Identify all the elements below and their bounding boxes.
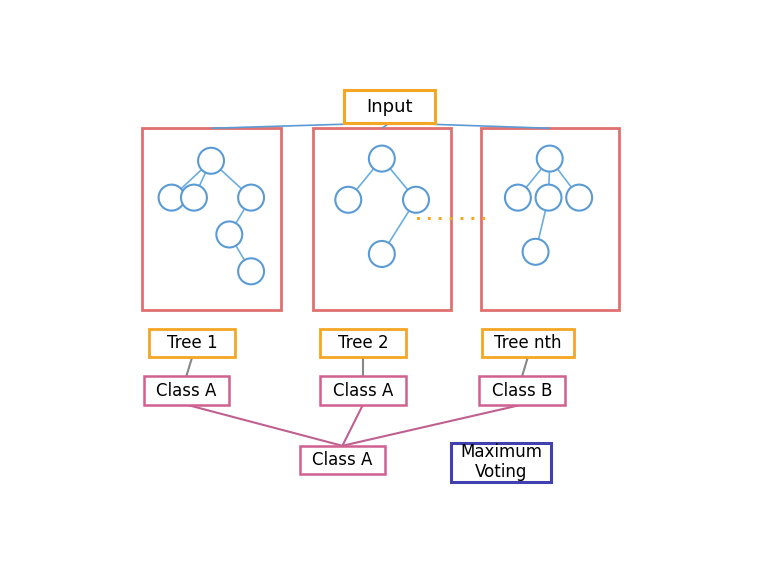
FancyBboxPatch shape <box>480 377 565 405</box>
Ellipse shape <box>181 185 207 211</box>
Text: Maximum
Voting: Maximum Voting <box>461 443 543 481</box>
Ellipse shape <box>566 185 592 211</box>
Text: Class B: Class B <box>492 382 553 400</box>
Ellipse shape <box>369 146 394 172</box>
FancyBboxPatch shape <box>313 128 451 310</box>
FancyBboxPatch shape <box>144 377 229 405</box>
Text: Class A: Class A <box>312 451 372 469</box>
Ellipse shape <box>536 185 562 211</box>
Text: Class A: Class A <box>333 382 393 400</box>
Ellipse shape <box>335 187 361 213</box>
FancyBboxPatch shape <box>142 128 280 310</box>
Ellipse shape <box>238 258 264 284</box>
FancyBboxPatch shape <box>299 446 385 474</box>
Ellipse shape <box>198 148 224 174</box>
FancyBboxPatch shape <box>451 443 552 481</box>
Ellipse shape <box>238 185 264 211</box>
FancyBboxPatch shape <box>150 329 235 357</box>
Ellipse shape <box>523 239 549 265</box>
Ellipse shape <box>505 185 530 211</box>
FancyBboxPatch shape <box>320 329 406 357</box>
Ellipse shape <box>159 185 185 211</box>
Text: .......: ....... <box>413 206 489 224</box>
Text: Tree 2: Tree 2 <box>337 334 388 352</box>
Text: Input: Input <box>366 97 413 115</box>
Ellipse shape <box>537 146 562 172</box>
Text: Class A: Class A <box>156 382 217 400</box>
FancyBboxPatch shape <box>483 329 574 357</box>
FancyBboxPatch shape <box>320 377 406 405</box>
Text: Tree nth: Tree nth <box>494 334 562 352</box>
Ellipse shape <box>217 221 242 248</box>
Text: Tree 1: Tree 1 <box>167 334 217 352</box>
FancyBboxPatch shape <box>481 128 619 310</box>
FancyBboxPatch shape <box>344 90 435 123</box>
Ellipse shape <box>369 241 394 267</box>
Ellipse shape <box>403 187 429 213</box>
